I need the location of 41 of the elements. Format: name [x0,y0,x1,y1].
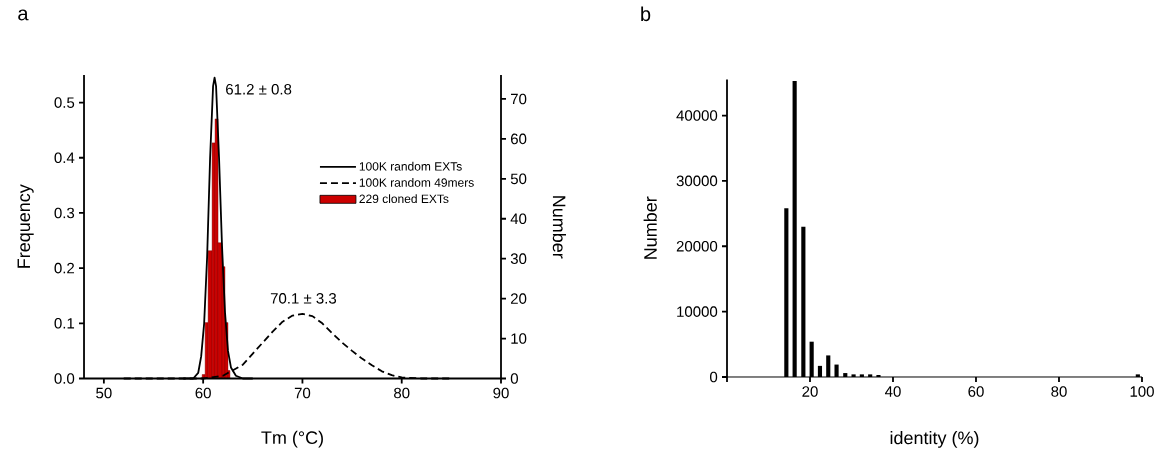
y-tick-label: 0.4 [54,152,75,164]
x-tick-label: 80 [394,387,410,399]
y-axis-title: Frequency [17,184,34,268]
y-tick-label: 10000 [677,306,718,317]
y-tick-label: 0.1 [54,317,75,329]
x-tick-label: 100 [1130,386,1154,397]
annotation: 70.1 ± 3.3 [270,293,337,304]
y2-tick-label: 60 [511,133,527,145]
x-tick-label: 70 [294,387,311,399]
y-tick-label: 0.2 [54,262,75,274]
legend-label: 100K random EXTs [359,161,462,171]
y2-tick-label: 0 [510,373,518,384]
legend-label: 100K random 49mers [359,178,474,187]
y2-tick-label: 70 [511,93,527,105]
y-tick-label: 0.0 [54,373,75,384]
x-axis-title: identity (%) [890,431,979,448]
annotation: 61.2 ± 0.8 [226,83,292,95]
x-tick-label: 50 [96,387,112,399]
y-tick-label: 0 [710,371,718,383]
y-tick-label: 20000 [676,240,718,252]
x-tick-label: 20 [802,386,818,397]
y2-axis-title: Number [552,196,566,259]
y2-tick-label: 50 [510,173,527,185]
y-tick-label: 40000 [676,110,718,121]
x-tick-label: 40 [885,386,901,397]
legend-label: 229 cloned EXTs [359,194,449,204]
y2-tick-label: 20 [510,293,527,304]
y2-tick-label: 10 [511,333,527,344]
y2-tick-label: 30 [510,253,527,264]
y-tick-label: 0.5 [54,97,75,108]
y-axis-title: Number [643,196,657,259]
y2-tick-label: 40 [510,213,527,225]
x-tick-label: 60 [195,387,211,399]
chart-title: b [641,6,651,22]
x-tick-label: 60 [968,386,984,397]
x-axis-title: Tm (°C) [261,430,323,448]
chart-title: a [18,9,29,21]
y-tick-label: 0.3 [54,207,75,219]
x-tick-label: 90 [493,387,509,399]
y-tick-label: 30000 [676,175,718,187]
x-tick-label: 80 [1051,386,1067,397]
